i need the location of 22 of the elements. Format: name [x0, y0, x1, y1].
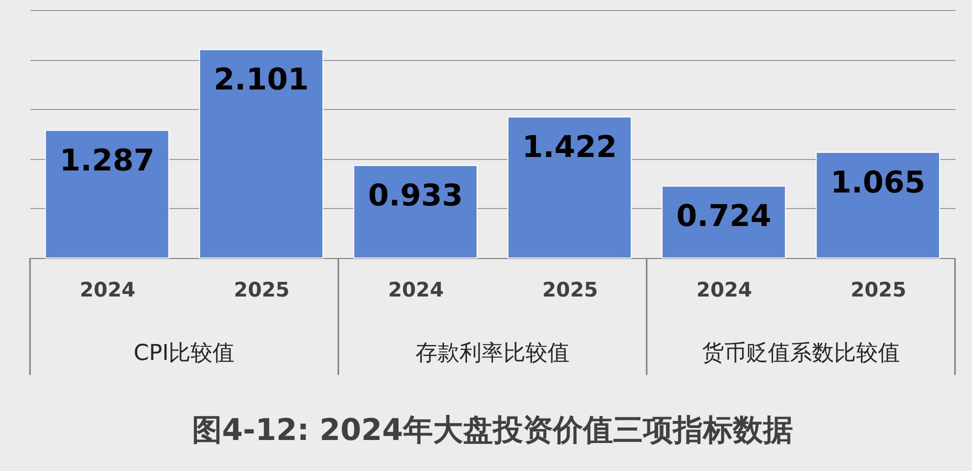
bar: [816, 152, 940, 258]
data-label: 1.422: [522, 130, 618, 165]
text: CPI比较值: [134, 341, 235, 366]
bar: [507, 116, 632, 258]
bar: [662, 186, 786, 258]
x-tick-label: 2024: [696, 278, 752, 302]
text: 存款利率比较值: [416, 341, 570, 366]
x-tick-label: 2025: [850, 278, 906, 302]
bar: [44, 130, 170, 258]
text: 货币贬值系数比较值: [702, 341, 900, 366]
text: 图4-12: 2024年大盘投资价值三项指标数据: [192, 412, 794, 448]
x-tick-label: 2025: [542, 278, 598, 302]
data-label: 0.933: [368, 178, 463, 214]
data-label: 0.724: [676, 199, 772, 234]
data-label: 1.065: [830, 165, 926, 200]
bar: [199, 49, 324, 258]
bar: [353, 164, 478, 258]
data-label: 2.101: [214, 62, 309, 98]
x-tick-label: 2025: [234, 278, 290, 302]
x-tick-label: 2024: [80, 278, 136, 302]
x-tick-label: 2024: [388, 278, 444, 302]
data-label: 1.287: [60, 143, 155, 178]
